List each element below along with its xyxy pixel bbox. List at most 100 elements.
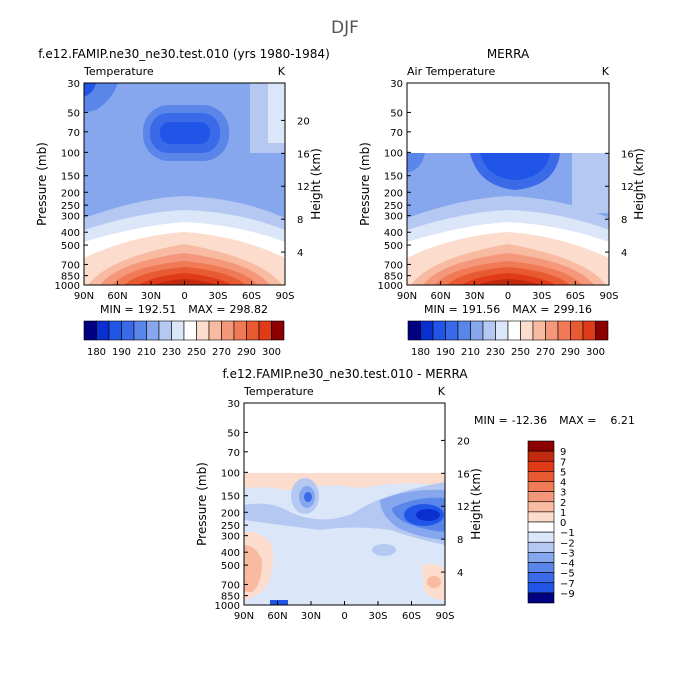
merra-trop-cold-core: [480, 153, 550, 180]
model-trop-cold-core: [160, 122, 210, 144]
colorbar-box: [527, 491, 555, 503]
height-tick-label: 20: [297, 116, 310, 127]
model-left-label: Temperature: [83, 65, 154, 78]
y-tick-label: 150: [61, 172, 80, 183]
colorbar-label: 9: [560, 447, 566, 458]
model-y2label: Height (km): [309, 148, 323, 219]
y-tick-label: 1000: [215, 601, 240, 612]
y-tick-label: 100: [221, 468, 240, 479]
colorbar-label: 0: [560, 518, 566, 529]
colorbar-label: 4: [560, 478, 566, 489]
x-tick-label: 0: [341, 611, 347, 622]
y-tick-label: 300: [61, 212, 80, 223]
height-tick-label: 16: [457, 469, 470, 480]
merra-sh-band: [572, 153, 609, 213]
y-tick-label: 400: [384, 228, 403, 239]
colorbar-box: [527, 511, 555, 523]
colorbar-box: [570, 320, 584, 341]
colorbar-box: [495, 320, 509, 341]
x-tick-label: 60N: [107, 291, 127, 302]
colorbar-box: [171, 320, 185, 341]
x-tick-label: 90S: [599, 291, 618, 302]
colorbar-box: [208, 320, 222, 341]
difference-surface-cold-strip: [270, 600, 288, 605]
colorbar-label: −9: [560, 589, 575, 600]
height-tick-label: 16: [297, 149, 310, 160]
model-panel-title: f.e12.FAMIP.ne30_ne30.test.010 (yrs 1980…: [38, 47, 330, 61]
colorbar-label: −3: [560, 548, 575, 559]
colorbar-label: 270: [212, 347, 231, 358]
y-tick-label: 700: [384, 260, 403, 271]
y-tick-label: 850: [61, 272, 80, 283]
no-data-region: [244, 403, 445, 473]
y-tick-label: 100: [61, 148, 80, 159]
colorbar-box: [507, 320, 521, 341]
colorbar-box: [482, 320, 496, 341]
colorbar-label: 190: [436, 347, 455, 358]
colorbar-box: [527, 481, 555, 492]
colorbar-box: [527, 501, 555, 513]
colorbar-box: [271, 320, 285, 341]
model-np-cold-core: [84, 83, 96, 96]
colorbar-label: 190: [112, 347, 131, 358]
x-tick-label: 30N: [301, 611, 321, 622]
x-tick-label: 30N: [141, 291, 161, 302]
height-tick-label: 4: [297, 248, 303, 259]
model-temperature-panel: f.e12.FAMIP.ne30_ne30.test.010 (yrs 1980…: [35, 47, 330, 358]
y-tick-label: 30: [67, 79, 80, 90]
colorbar-label: 210: [137, 347, 156, 358]
y-tick-label: 200: [221, 508, 240, 519]
x-tick-label: 60S: [402, 611, 421, 622]
x-tick-label: 60N: [267, 611, 287, 622]
colorbar-label: 290: [237, 347, 256, 358]
colorbar-label: 230: [162, 347, 181, 358]
colorbar-box: [445, 320, 459, 341]
difference-low-cold-patch: [372, 544, 396, 556]
colorbar-box: [233, 320, 247, 341]
y-tick-label: 30: [390, 79, 403, 90]
no-data-region: [407, 83, 609, 153]
colorbar-box: [470, 320, 484, 341]
y-tick-label: 30: [227, 399, 240, 410]
colorbar-label: −2: [560, 538, 575, 549]
colorbar-box: [527, 582, 555, 594]
colorbar-label: 1: [560, 508, 566, 519]
y-tick-label: 850: [384, 272, 403, 283]
height-tick-label: 12: [621, 182, 634, 193]
merra-panel-title: MERRA: [487, 47, 530, 61]
colorbar-label: 2: [560, 498, 566, 509]
merra-level-290: [461, 273, 556, 285]
colorbar-box: [221, 320, 235, 341]
x-tick-label: 90S: [435, 611, 454, 622]
x-tick-label: 90S: [275, 291, 294, 302]
x-tick-label: 90N: [234, 611, 254, 622]
colorbar-label: 250: [511, 347, 530, 358]
colorbar-label: 270: [536, 347, 555, 358]
colorbar-box: [545, 320, 559, 341]
colorbar-box: [246, 320, 260, 341]
model-sh-pole-band: [268, 83, 285, 143]
colorbar-label: 300: [586, 347, 605, 358]
difference-units-label: K: [438, 385, 446, 398]
y-tick-label: 300: [384, 212, 403, 223]
colorbar-box: [527, 471, 555, 482]
height-tick-label: 12: [457, 502, 470, 513]
y-tick-label: 1000: [55, 281, 80, 292]
colorbar-box: [158, 320, 172, 341]
model-ylabel: Pressure (mb): [35, 142, 49, 226]
colorbar-box: [133, 320, 147, 341]
y-tick-label: 70: [227, 448, 240, 459]
y-tick-label: 150: [221, 492, 240, 503]
y-tick-label: 850: [221, 592, 240, 603]
x-tick-label: 60N: [431, 291, 451, 302]
colorbar-box: [527, 572, 555, 584]
colorbar-label: 180: [411, 347, 430, 358]
height-tick-label: 12: [297, 182, 310, 193]
y-tick-label: 70: [390, 128, 403, 139]
y-tick-label: 500: [221, 561, 240, 572]
y-tick-label: 250: [384, 201, 403, 212]
y-tick-label: 700: [221, 580, 240, 591]
x-tick-label: 30N: [464, 291, 484, 302]
colorbar-box: [83, 320, 97, 341]
